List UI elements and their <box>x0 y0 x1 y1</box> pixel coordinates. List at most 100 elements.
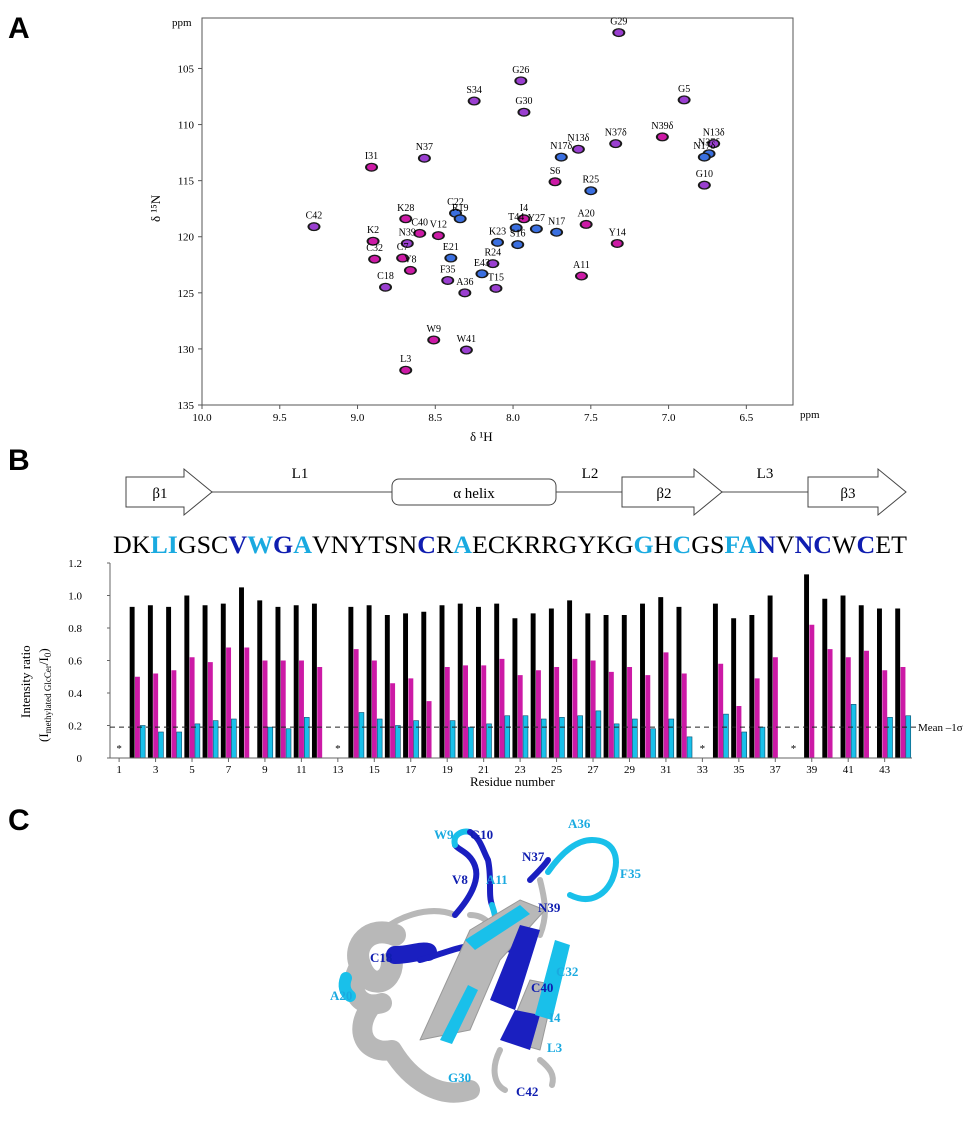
bar <box>718 663 724 758</box>
bar <box>486 723 492 759</box>
peak: Y14 <box>609 227 626 248</box>
bar <box>668 718 675 759</box>
peak-contour-inner <box>460 289 470 297</box>
peak-label: G10 <box>696 169 713 180</box>
panel-label-c: C <box>8 804 30 837</box>
chart-y-tick-label: 0.8 <box>68 623 82 635</box>
chart-x-tick-label: 27 <box>588 764 600 776</box>
peak-label: F35 <box>440 264 456 275</box>
structure-label: C32 <box>556 964 578 979</box>
bar <box>395 725 401 759</box>
bar <box>317 667 323 758</box>
chart-x-tick-label: 19 <box>442 764 454 776</box>
sequence-residue: G <box>615 532 634 559</box>
peak-contour-outer <box>655 132 669 142</box>
peak-contour-outer <box>475 269 489 279</box>
topology-label: L3 <box>757 466 774 482</box>
peak-contour-outer <box>677 95 691 105</box>
spectrum-x-tick-label: 7.5 <box>584 412 598 424</box>
peak: N17δ <box>550 141 573 162</box>
bar <box>158 731 164 759</box>
chart-x-tick-label: 9 <box>262 764 268 776</box>
bar <box>658 597 664 758</box>
sequence-residue: C <box>211 532 228 559</box>
peak-contour-outer <box>697 180 711 190</box>
bar <box>613 723 620 759</box>
peak-label: S34 <box>466 85 482 96</box>
sequence-residue: V <box>228 532 247 559</box>
peak: G30 <box>515 96 533 117</box>
peak-label: W41 <box>457 334 476 345</box>
chart-x-label: Residue number <box>470 774 556 789</box>
peak: N17 <box>548 216 565 237</box>
bar <box>371 660 377 758</box>
panel-label-b: B <box>8 444 30 477</box>
peak: S16 <box>510 229 525 250</box>
peak-contour-outer <box>550 227 564 237</box>
structure-residue-labels: W9 A11 A36 F35 C32 A20 I4 L3 G30 G10 V8 N37 N39 C18 C4… <box>330 816 641 1099</box>
peak-label: K2 <box>367 225 379 236</box>
peak: R19 <box>452 203 469 224</box>
peak-contour-inner <box>612 240 622 247</box>
peak-contour-inner <box>433 232 443 239</box>
chart-x-tick-label: 21 <box>478 764 489 776</box>
peak-contour-outer <box>517 214 531 224</box>
ribbon-cartoon <box>338 828 619 1103</box>
bar-marks: * * * * <box>116 574 912 759</box>
sequence-residue: S <box>384 532 398 559</box>
missing-residue-marker: * <box>791 743 797 755</box>
sequence-residue: G <box>691 532 710 559</box>
peak-contour-outer <box>307 222 321 232</box>
peak: K2 <box>366 225 380 246</box>
sequence-residue: H <box>654 532 673 559</box>
bar <box>444 667 450 758</box>
peak: A20 <box>578 208 595 229</box>
sequence-residue: N <box>795 532 814 559</box>
peak-contour-inner <box>451 209 461 217</box>
bar <box>767 595 773 758</box>
peak-contour-outer <box>584 186 598 196</box>
peak-contour-inner <box>405 267 415 274</box>
peak-contour-inner <box>309 223 319 230</box>
peak-contour-outer <box>396 253 410 263</box>
chart-x-tick-label: 41 <box>843 764 854 776</box>
chart-x-tick-label: 3 <box>153 764 159 776</box>
peak: K23 <box>489 226 506 247</box>
peak-contour-outer <box>444 253 458 263</box>
sequence-residue: C <box>857 532 876 559</box>
chart-x-tick-label: 35 <box>733 764 745 776</box>
peak-contour-outer <box>574 271 588 281</box>
bar <box>311 603 317 758</box>
bar <box>887 717 893 759</box>
peak-label: R24 <box>484 248 501 259</box>
spectrum-x-tick-label: 8.5 <box>428 412 442 424</box>
peak-label: C22 <box>447 197 464 208</box>
sequence-residue: V <box>776 532 795 559</box>
peak-contour-outer <box>612 28 626 38</box>
sequence-residue: K <box>505 532 524 559</box>
peak: I31 <box>365 151 378 172</box>
bar <box>449 720 456 759</box>
bar <box>772 657 778 758</box>
peak: C32 <box>366 243 383 264</box>
peak-label: C32 <box>366 243 383 254</box>
bar <box>304 717 310 759</box>
chart-x-tick-label: 15 <box>369 764 381 776</box>
peak-contour-inner <box>443 277 453 284</box>
spectrum-ticks: 10.0 9.5 9.0 8.5 8.0 7.5 7.0 6.5 105 110 115 120 125… <box>178 63 754 424</box>
peak-label: T15 <box>488 272 504 283</box>
bar <box>864 650 869 758</box>
spectrum-y-label: δ ¹⁵N <box>148 194 163 222</box>
bar <box>754 678 760 758</box>
peak-contour-outer <box>707 139 721 149</box>
bar <box>686 736 693 759</box>
sequence-residue: C <box>488 532 505 559</box>
peak-contour-inner <box>446 254 456 262</box>
bar <box>129 606 135 758</box>
bar <box>257 600 263 758</box>
peak-label: N37δ <box>605 128 627 139</box>
peak-label: V8 <box>404 254 416 265</box>
peak: N13δ <box>703 128 725 149</box>
sequence-residue: G <box>178 532 197 559</box>
chart-y-tick-label: 0 <box>77 753 83 765</box>
